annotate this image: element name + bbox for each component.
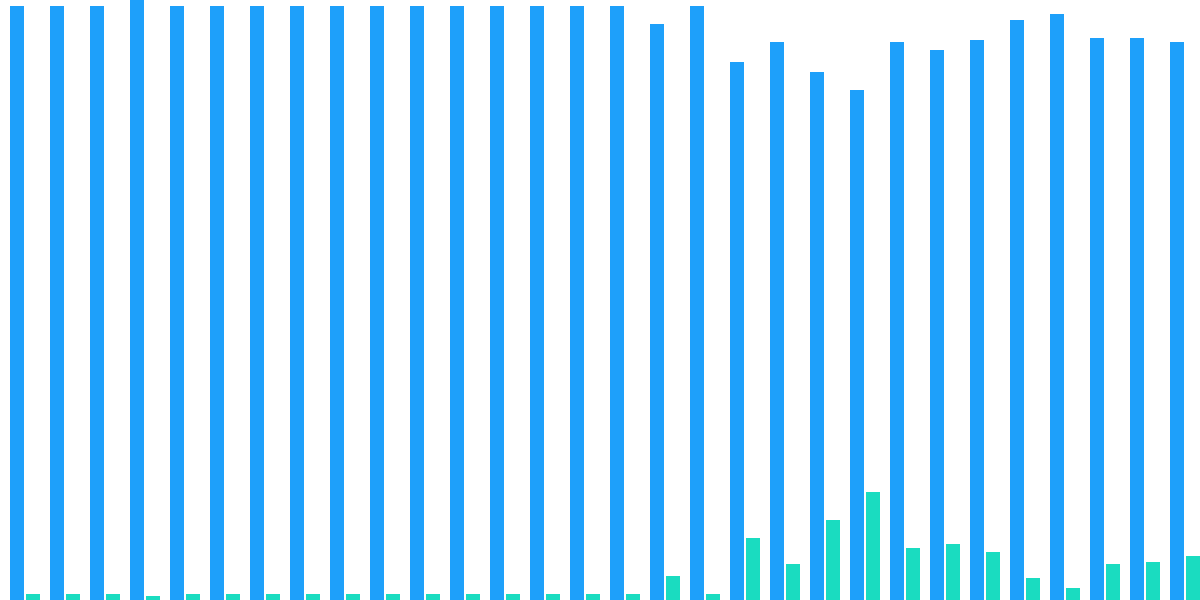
primary-bar	[970, 40, 984, 600]
primary-bar	[570, 6, 584, 600]
primary-bar	[210, 6, 224, 600]
secondary-bar	[226, 594, 240, 600]
secondary-bar	[266, 594, 280, 600]
secondary-bar	[26, 594, 40, 600]
primary-bar	[1170, 42, 1184, 600]
primary-bar	[610, 6, 624, 600]
secondary-bar	[1186, 556, 1200, 600]
secondary-bar	[346, 594, 360, 600]
primary-bar	[730, 62, 744, 600]
primary-bar	[130, 0, 144, 600]
primary-bar	[1090, 38, 1104, 600]
primary-bar	[1050, 14, 1064, 600]
primary-bar	[850, 90, 864, 600]
secondary-bar	[466, 594, 480, 600]
secondary-bar	[666, 576, 680, 600]
secondary-bar	[826, 520, 840, 600]
primary-bar	[810, 72, 824, 600]
primary-bar	[690, 6, 704, 600]
secondary-bar	[106, 594, 120, 600]
primary-bar	[50, 6, 64, 600]
secondary-bar	[946, 544, 960, 600]
primary-bar	[250, 6, 264, 600]
primary-bar	[410, 6, 424, 600]
secondary-bar	[1066, 588, 1080, 600]
primary-bar	[650, 24, 664, 600]
secondary-bar	[1146, 562, 1160, 600]
secondary-bar	[546, 594, 560, 600]
primary-bar	[890, 42, 904, 600]
secondary-bar	[186, 594, 200, 600]
primary-bar	[290, 6, 304, 600]
secondary-bar	[66, 594, 80, 600]
primary-bar	[10, 6, 24, 600]
secondary-bar	[986, 552, 1000, 600]
primary-bar	[530, 6, 544, 600]
secondary-bar	[1106, 564, 1120, 600]
secondary-bar	[306, 594, 320, 600]
secondary-bar	[866, 492, 880, 600]
primary-bar	[770, 42, 784, 600]
secondary-bar	[706, 594, 720, 600]
primary-bar	[490, 6, 504, 600]
secondary-bar	[386, 594, 400, 600]
secondary-bar	[746, 538, 760, 600]
bar-chart	[0, 0, 1200, 600]
secondary-bar	[1026, 578, 1040, 600]
primary-bar	[930, 50, 944, 600]
secondary-bar	[506, 594, 520, 600]
primary-bar	[90, 6, 104, 600]
secondary-bar	[626, 594, 640, 600]
primary-bar	[1010, 20, 1024, 600]
primary-bar	[1130, 38, 1144, 600]
secondary-bar	[146, 596, 160, 600]
primary-bar	[450, 6, 464, 600]
secondary-bar	[586, 594, 600, 600]
primary-bar	[170, 6, 184, 600]
secondary-bar	[786, 564, 800, 600]
secondary-bar	[906, 548, 920, 600]
primary-bar	[370, 6, 384, 600]
primary-bar	[330, 6, 344, 600]
secondary-bar	[426, 594, 440, 600]
